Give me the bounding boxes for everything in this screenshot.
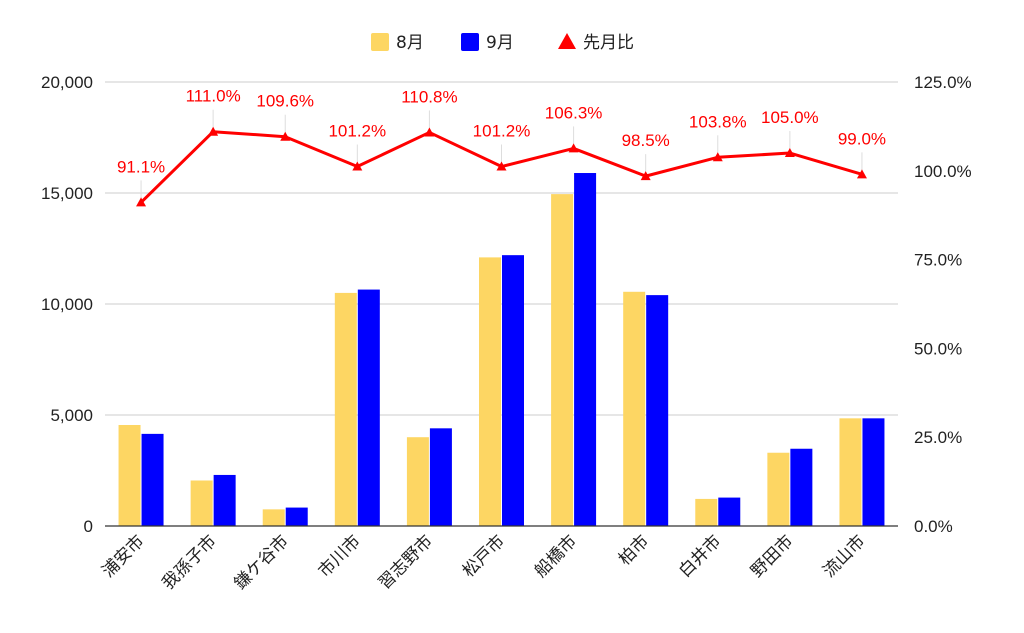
x-category-label: 船橋市 bbox=[531, 531, 581, 581]
x-category-label: 松戸市 bbox=[459, 531, 509, 581]
y-right-tick-label: 100.0% bbox=[914, 162, 972, 181]
legend-label: 8月 bbox=[396, 33, 424, 53]
legend-swatch bbox=[461, 33, 479, 51]
y-left-tick-label: 5,000 bbox=[50, 406, 93, 425]
x-category-label: 我孫子市 bbox=[158, 531, 220, 593]
legend-marker bbox=[558, 33, 576, 49]
bar-aug-7 bbox=[623, 291, 646, 526]
bar-aug-6 bbox=[551, 194, 574, 527]
y-right-tick-label: 75.0% bbox=[914, 251, 962, 270]
bar-sep-6 bbox=[574, 173, 597, 526]
bar-sep-9 bbox=[790, 448, 813, 526]
bar-sep-4 bbox=[429, 428, 452, 526]
bar-aug-3 bbox=[334, 292, 357, 526]
bar-aug-0 bbox=[118, 424, 141, 526]
line-data-label: 91.1% bbox=[117, 157, 165, 176]
x-category-label: 浦安市 bbox=[98, 531, 148, 581]
line-marker-9 bbox=[784, 148, 795, 158]
x-category-label: 鎌ケ谷市 bbox=[231, 531, 293, 593]
line-data-label: 103.8% bbox=[689, 112, 747, 131]
legend-swatch bbox=[371, 33, 389, 51]
legend-label: 先月比 bbox=[583, 33, 634, 53]
y-left-tick-label: 10,000 bbox=[41, 295, 93, 314]
bar-sep-8 bbox=[718, 497, 741, 526]
bar-aug-5 bbox=[479, 257, 501, 526]
line-data-label: 101.2% bbox=[328, 122, 386, 141]
x-category-label: 野田市 bbox=[747, 531, 797, 581]
bar-aug-1 bbox=[190, 480, 213, 526]
y-left-tick-label: 15,000 bbox=[41, 184, 93, 203]
bar-sep-3 bbox=[357, 289, 380, 526]
y-right-tick-label: 0.0% bbox=[914, 517, 953, 536]
bar-aug-2 bbox=[262, 509, 285, 526]
bar-aug-8 bbox=[695, 498, 718, 526]
y-right-tick-label: 50.0% bbox=[914, 339, 962, 358]
line-marker-8 bbox=[712, 152, 723, 162]
line-marker-2 bbox=[280, 131, 291, 141]
line-data-label: 106.3% bbox=[545, 103, 603, 122]
line-marker-7 bbox=[640, 171, 651, 181]
bar-aug-10 bbox=[839, 418, 862, 526]
line-marker-1 bbox=[208, 126, 219, 136]
bar-sep-1 bbox=[213, 474, 236, 526]
line-marker-10 bbox=[856, 169, 867, 179]
bar-sep-10 bbox=[862, 418, 885, 526]
bar-sep-2 bbox=[285, 507, 308, 526]
legend-label: 9月 bbox=[486, 33, 514, 53]
bar-aug-9 bbox=[767, 452, 790, 526]
y-left-tick-label: 20,000 bbox=[41, 73, 93, 92]
y-left-tick-label: 0 bbox=[84, 517, 93, 536]
bar-sep-7 bbox=[646, 295, 669, 526]
line-marker-6 bbox=[568, 143, 579, 153]
line-data-label: 110.8% bbox=[401, 87, 457, 106]
line-data-label: 109.6% bbox=[256, 92, 314, 111]
line-marker-4 bbox=[424, 127, 435, 137]
line-marker-0 bbox=[136, 197, 147, 207]
bar-sep-5 bbox=[502, 255, 524, 526]
x-category-label: 市川市 bbox=[315, 531, 365, 581]
line-data-label: 99.0% bbox=[838, 129, 886, 148]
line-data-label: 105.0% bbox=[761, 108, 819, 127]
y-right-tick-label: 125.0% bbox=[914, 73, 972, 92]
y-right-tick-label: 25.0% bbox=[914, 428, 962, 447]
line-marker-3 bbox=[352, 161, 363, 171]
line-data-label: 111.0% bbox=[186, 87, 241, 106]
x-category-label: 白井市 bbox=[675, 531, 725, 581]
bar-sep-0 bbox=[141, 433, 164, 526]
line-data-label: 98.5% bbox=[622, 131, 670, 150]
line-data-label: 101.2% bbox=[473, 122, 531, 141]
bar-aug-4 bbox=[406, 437, 429, 526]
x-category-label: 柏市 bbox=[615, 531, 653, 569]
x-category-label: 流山市 bbox=[819, 531, 869, 581]
line-marker-5 bbox=[496, 161, 507, 171]
x-category-label: 習志野市 bbox=[375, 531, 437, 593]
